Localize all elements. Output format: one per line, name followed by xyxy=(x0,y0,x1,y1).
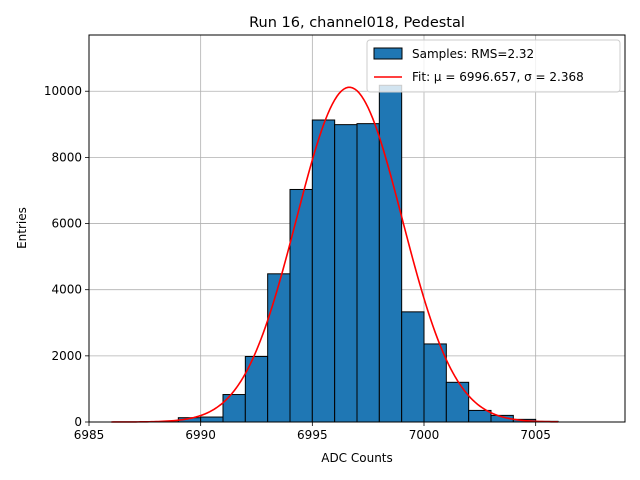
legend-box xyxy=(366,39,621,93)
x-axis-ticks: 6985 6990 6995 7000 7005 xyxy=(74,422,551,442)
x-tick-label: 7000 xyxy=(409,428,440,442)
legend-label-fit: Fit: μ = 6996.657, σ = 2.368 xyxy=(412,70,584,84)
histogram-bar xyxy=(468,409,492,423)
x-axis-label: ADC Counts xyxy=(321,451,393,465)
histogram-bar xyxy=(445,381,470,423)
histogram-bar xyxy=(423,343,447,423)
x-tick-label: 6990 xyxy=(185,428,216,442)
histogram-bar xyxy=(289,188,313,423)
plot-frame xyxy=(88,34,626,423)
legend-histogram-patch xyxy=(373,47,403,60)
x-tick-label: 7005 xyxy=(520,428,551,442)
legend: Samples: RMS=2.32 Fit: μ = 6996.657, σ =… xyxy=(366,39,621,93)
fit-curve xyxy=(111,86,559,423)
histogram-bar xyxy=(378,84,403,423)
histogram-bar xyxy=(356,123,380,423)
y-tick-label: 8000 xyxy=(51,150,82,164)
histogram-bar xyxy=(334,124,358,423)
legend-label-samples: Samples: RMS=2.32 xyxy=(412,47,534,61)
y-axis-label: Entries xyxy=(15,207,29,249)
histogram-bar xyxy=(311,119,336,423)
chart-title: Run 16, channel018, Pedestal xyxy=(249,15,465,31)
x-tick-label: 6995 xyxy=(297,428,328,442)
x-tick-label: 6985 xyxy=(74,428,105,442)
y-tick-label: 4000 xyxy=(51,283,82,297)
y-tick-label: 10000 xyxy=(44,84,82,98)
histogram-bar xyxy=(200,416,224,423)
histogram-bars xyxy=(155,84,559,423)
y-tick-label: 2000 xyxy=(51,349,82,363)
y-tick-label: 0 xyxy=(74,415,82,429)
y-axis-ticks: 0 2000 4000 6000 8000 10000 xyxy=(44,84,89,429)
histogram-bar xyxy=(401,311,425,423)
y-tick-label: 6000 xyxy=(51,217,82,231)
histogram-bar xyxy=(267,273,291,423)
